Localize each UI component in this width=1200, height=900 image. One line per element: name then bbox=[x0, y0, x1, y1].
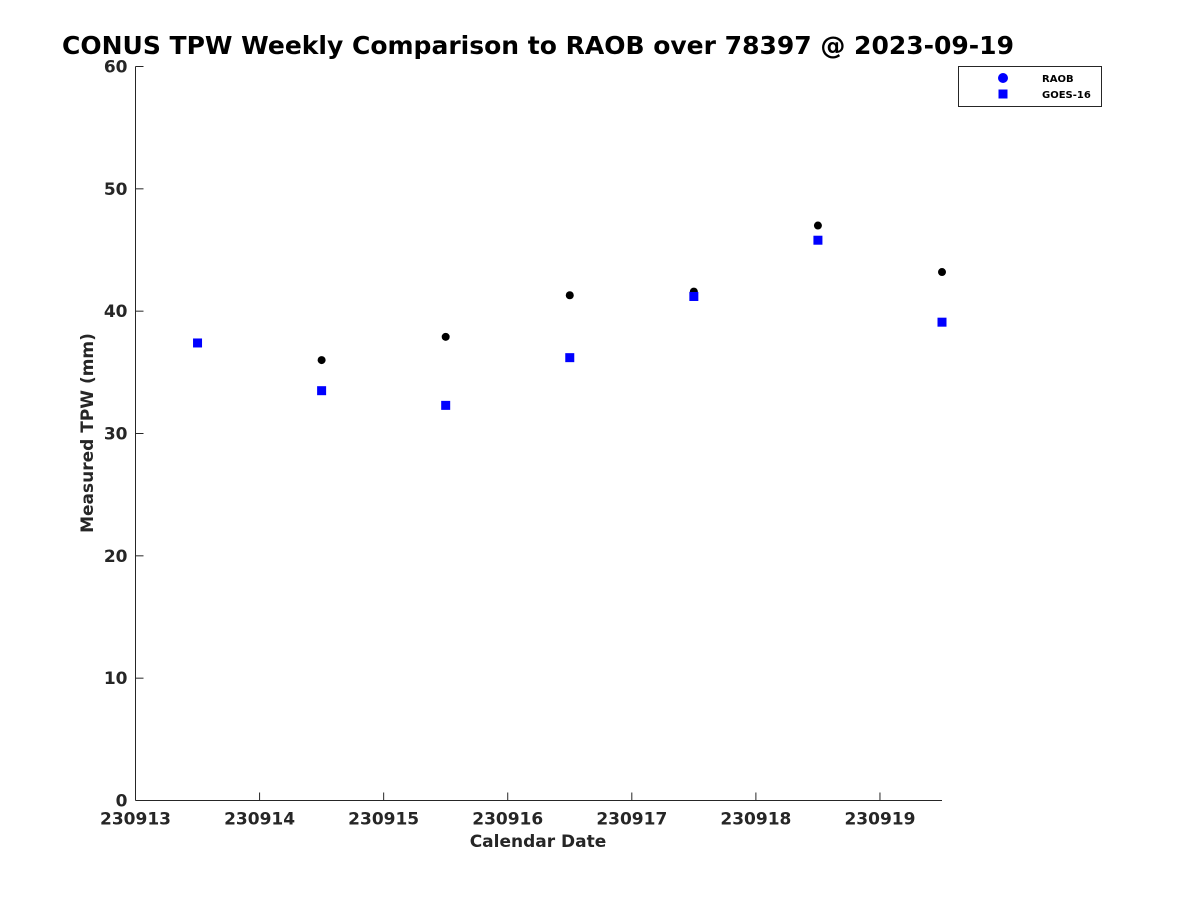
x-tick-label: 230919 bbox=[844, 810, 915, 830]
raob-point bbox=[813, 221, 822, 230]
goes16-point bbox=[937, 317, 947, 327]
raob-point bbox=[441, 332, 450, 341]
goes16-point bbox=[193, 338, 203, 348]
goes16-point bbox=[317, 386, 327, 396]
x-tick-label: 230913 bbox=[100, 810, 171, 830]
x-tick-label: 230917 bbox=[596, 810, 667, 830]
raob-point bbox=[317, 356, 326, 365]
legend-box bbox=[958, 66, 1102, 107]
x-tick-label: 230915 bbox=[348, 810, 419, 830]
y-tick-label: 30 bbox=[104, 425, 128, 445]
y-tick-label: 50 bbox=[104, 180, 128, 200]
y-axis-label: Measured TPW (mm) bbox=[78, 333, 98, 533]
legend-marker-raob bbox=[998, 73, 1008, 83]
x-tick-label: 230918 bbox=[720, 810, 791, 830]
goes16-point bbox=[689, 291, 699, 301]
goes16-point bbox=[441, 400, 451, 410]
x-ticks: 230913 230914 230915 230916 230917 230918 2309… bbox=[100, 792, 915, 830]
y-tick-label: 60 bbox=[104, 58, 128, 78]
x-axis-label: Calendar Date bbox=[470, 832, 607, 852]
goes16-point bbox=[813, 235, 823, 245]
legend-label: GOES-16 bbox=[1042, 90, 1091, 101]
x-tick-label: 230914 bbox=[224, 810, 295, 830]
legend: RAOB GOES-16 bbox=[958, 66, 1102, 107]
y-tick-label: 20 bbox=[104, 547, 128, 567]
y-tick-label: 10 bbox=[104, 669, 128, 689]
y-ticks: 0 10 20 30 40 50 60 bbox=[104, 58, 144, 812]
raob-point bbox=[938, 268, 946, 277]
chart-title: CONUS TPW Weekly Comparison to RAOB over… bbox=[62, 31, 1014, 60]
axes bbox=[135, 66, 942, 801]
y-tick-label: 0 bbox=[116, 792, 128, 812]
raob-point bbox=[565, 291, 574, 300]
x-tick-label: 230916 bbox=[472, 810, 543, 830]
y-tick-label: 40 bbox=[104, 302, 128, 322]
data-points bbox=[193, 221, 947, 410]
legend-label: RAOB bbox=[1042, 74, 1074, 85]
legend-marker-goes16 bbox=[998, 89, 1008, 99]
goes16-point bbox=[565, 353, 575, 363]
